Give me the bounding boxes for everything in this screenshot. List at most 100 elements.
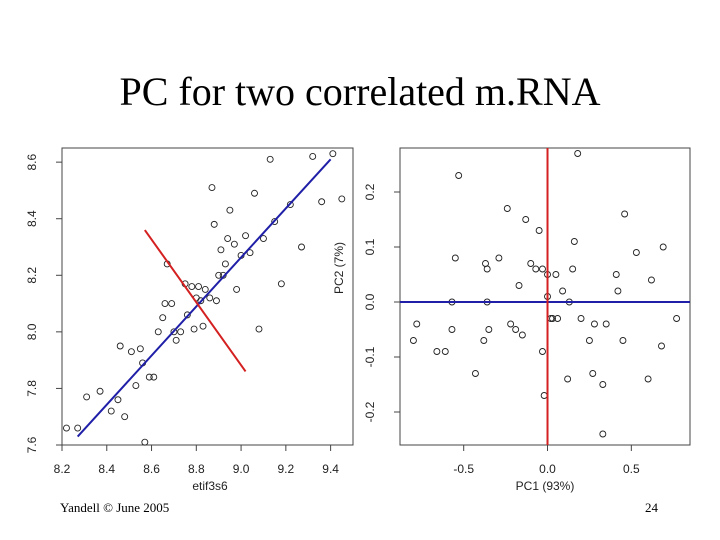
y-tick-label: 8.0 [25, 323, 39, 340]
data-point [170, 328, 178, 336]
data-point [226, 206, 234, 214]
slide-title: PC for two correlated m.RNA [119, 69, 601, 114]
data-point [188, 283, 196, 291]
data-point [141, 438, 149, 446]
data-point [329, 150, 337, 158]
x-tick-label: 0.5 [623, 462, 640, 476]
data-point [554, 315, 562, 322]
right-x-axis-label: PC1 (93%) [516, 479, 575, 493]
data-point [217, 246, 225, 254]
right-plot-frame [399, 147, 691, 446]
y-tick-label: 0.2 [363, 183, 377, 200]
y-tick-label: 8.4 [25, 210, 39, 227]
data-point [503, 205, 511, 212]
data-point [658, 342, 665, 350]
data-point [161, 300, 169, 308]
data-point [602, 320, 610, 328]
data-point [589, 370, 597, 377]
data-point [673, 315, 681, 322]
right-points-group [409, 150, 681, 438]
data-point [570, 238, 578, 245]
right-y-axis-label: PC2 (7%) [332, 242, 346, 294]
x-tick-label: 9.2 [278, 462, 295, 476]
data-point [549, 315, 556, 322]
data-point [298, 243, 305, 251]
data-point [63, 424, 70, 432]
data-point [206, 294, 214, 302]
data-point [574, 150, 582, 157]
data-point [619, 337, 627, 344]
data-point [485, 326, 493, 333]
right-y-ticks: -0.2 -0.1 0.0 0.1 0.2 [363, 183, 400, 422]
data-point [535, 227, 543, 234]
data-point [507, 320, 515, 328]
data-point [540, 392, 548, 399]
data-point [599, 430, 607, 438]
data-point [518, 331, 526, 339]
page-number: 24 [645, 500, 658, 515]
data-point [215, 271, 223, 279]
data-point [522, 216, 530, 223]
data-point [74, 424, 82, 432]
data-point [338, 195, 346, 203]
data-point [271, 218, 279, 225]
data-point [242, 232, 250, 240]
data-point [559, 287, 567, 295]
y-tick-label: 7.8 [25, 380, 39, 397]
data-point [201, 285, 209, 293]
data-point [246, 249, 254, 257]
left-fit-line [76, 158, 332, 438]
data-point [114, 396, 122, 404]
data-point [213, 297, 220, 305]
data-point [448, 326, 456, 333]
data-point [644, 375, 652, 383]
data-point [515, 282, 523, 289]
left-x-axis-label: etif3s6 [192, 479, 228, 493]
data-point [433, 348, 441, 355]
data-point [150, 373, 158, 381]
data-point [413, 320, 421, 328]
data-point [539, 348, 546, 355]
y-tick-label: -0.2 [363, 401, 377, 422]
x-tick-label: 0.0 [539, 462, 556, 476]
left-plot-frame [61, 147, 354, 446]
data-point [564, 375, 572, 383]
data-point [96, 387, 104, 395]
data-point [495, 254, 503, 262]
data-point [577, 315, 585, 322]
right-scatter-plot: -0.5 0.0 0.5 -0.2 -0.1 0.0 0.1 0.2 PC1 (93%) P… [332, 147, 691, 493]
y-tick-label: 8.2 [25, 267, 39, 284]
data-point [233, 285, 241, 293]
data-point [632, 249, 640, 256]
x-tick-label: 8.4 [98, 462, 115, 476]
data-point [585, 337, 593, 344]
x-tick-label: -0.5 [453, 462, 474, 476]
data-point [599, 381, 607, 388]
data-point [614, 287, 622, 295]
data-point [591, 320, 598, 328]
data-point [251, 189, 258, 197]
x-tick-label: 8.2 [54, 462, 71, 476]
data-point [451, 254, 459, 262]
data-point [208, 184, 216, 192]
data-point [260, 235, 267, 242]
data-point [116, 342, 124, 350]
data-point [159, 314, 167, 322]
data-point [441, 348, 449, 355]
left-scatter-plot: 8.2 8.4 8.6 8.8 9.0 9.2 9.4 7.6 7.8 8.0 8.2 8.4 8.6… [25, 147, 354, 493]
data-point [197, 297, 205, 305]
data-point [83, 393, 91, 401]
data-point [221, 260, 229, 268]
data-point [532, 265, 540, 273]
y-tick-label: 7.6 [25, 436, 39, 453]
data-point [659, 243, 667, 251]
data-point [612, 271, 620, 278]
data-point [107, 407, 115, 415]
left-points-group [63, 150, 346, 446]
data-point [195, 283, 202, 291]
data-point [127, 348, 135, 356]
data-point [569, 265, 577, 273]
left-x-ticks: 8.2 8.4 8.6 8.8 9.0 9.2 9.4 [54, 445, 339, 476]
data-point [455, 172, 463, 179]
y-tick-label: 8.6 [25, 153, 39, 170]
